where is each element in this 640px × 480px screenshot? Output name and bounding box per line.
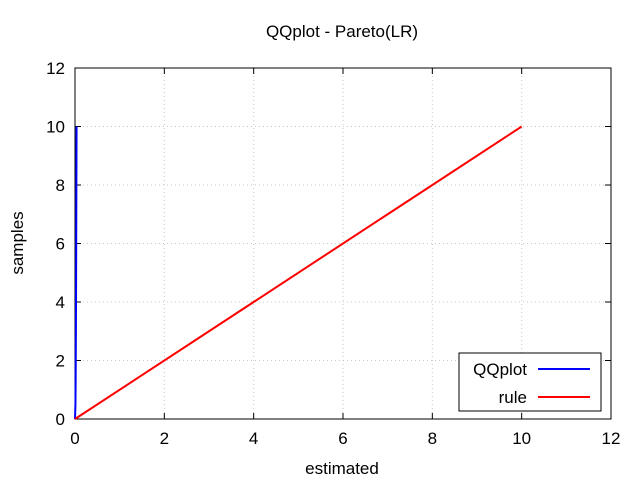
y-axis-label: samples — [8, 211, 27, 274]
series-line-rule — [74, 125, 523, 420]
ticks: 0 2 4 6 8 10 12 0 2 4 6 8 10 12 — [46, 59, 620, 448]
y-tick-label: 8 — [56, 176, 65, 195]
x-tick-label: 10 — [512, 429, 531, 448]
series — [74, 125, 523, 420]
series-line-qqplot — [74, 126, 78, 420]
y-tick-label: 0 — [56, 410, 65, 429]
chart-title: QQplot - Pareto(LR) — [266, 22, 418, 41]
y-tick-label: 4 — [56, 293, 65, 312]
y-tick-label: 10 — [46, 118, 65, 137]
y-tick-label: 6 — [56, 235, 65, 254]
y-tick-label: 2 — [56, 352, 65, 371]
legend-label-qqplot: QQplot — [473, 360, 527, 379]
legend: QQplot rule — [458, 352, 602, 412]
x-tick-label: 2 — [160, 429, 169, 448]
x-tick-label: 6 — [338, 429, 347, 448]
x-tick-label: 8 — [428, 429, 437, 448]
legend-box — [458, 352, 602, 412]
legend-label-rule: rule — [499, 388, 527, 407]
x-tick-label: 0 — [70, 429, 79, 448]
x-tick-label: 12 — [602, 429, 621, 448]
x-axis-label: estimated — [305, 459, 379, 478]
x-tick-label: 4 — [249, 429, 258, 448]
y-tick-label: 12 — [46, 59, 65, 78]
